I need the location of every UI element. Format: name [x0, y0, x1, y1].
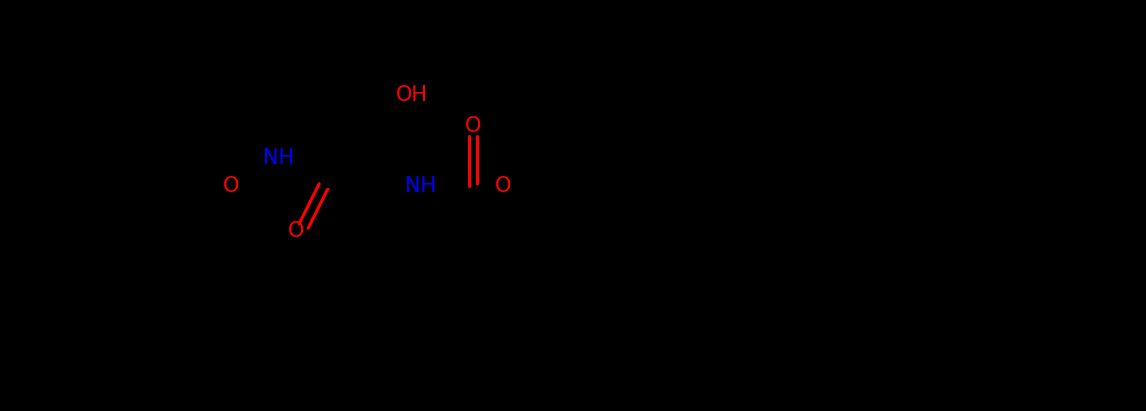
- Text: O: O: [288, 221, 304, 241]
- Text: O: O: [494, 176, 511, 196]
- Text: NH: NH: [405, 176, 437, 196]
- Text: O: O: [464, 116, 481, 136]
- Text: O: O: [222, 176, 238, 196]
- Text: NH: NH: [264, 148, 295, 168]
- Text: OH: OH: [395, 85, 427, 105]
